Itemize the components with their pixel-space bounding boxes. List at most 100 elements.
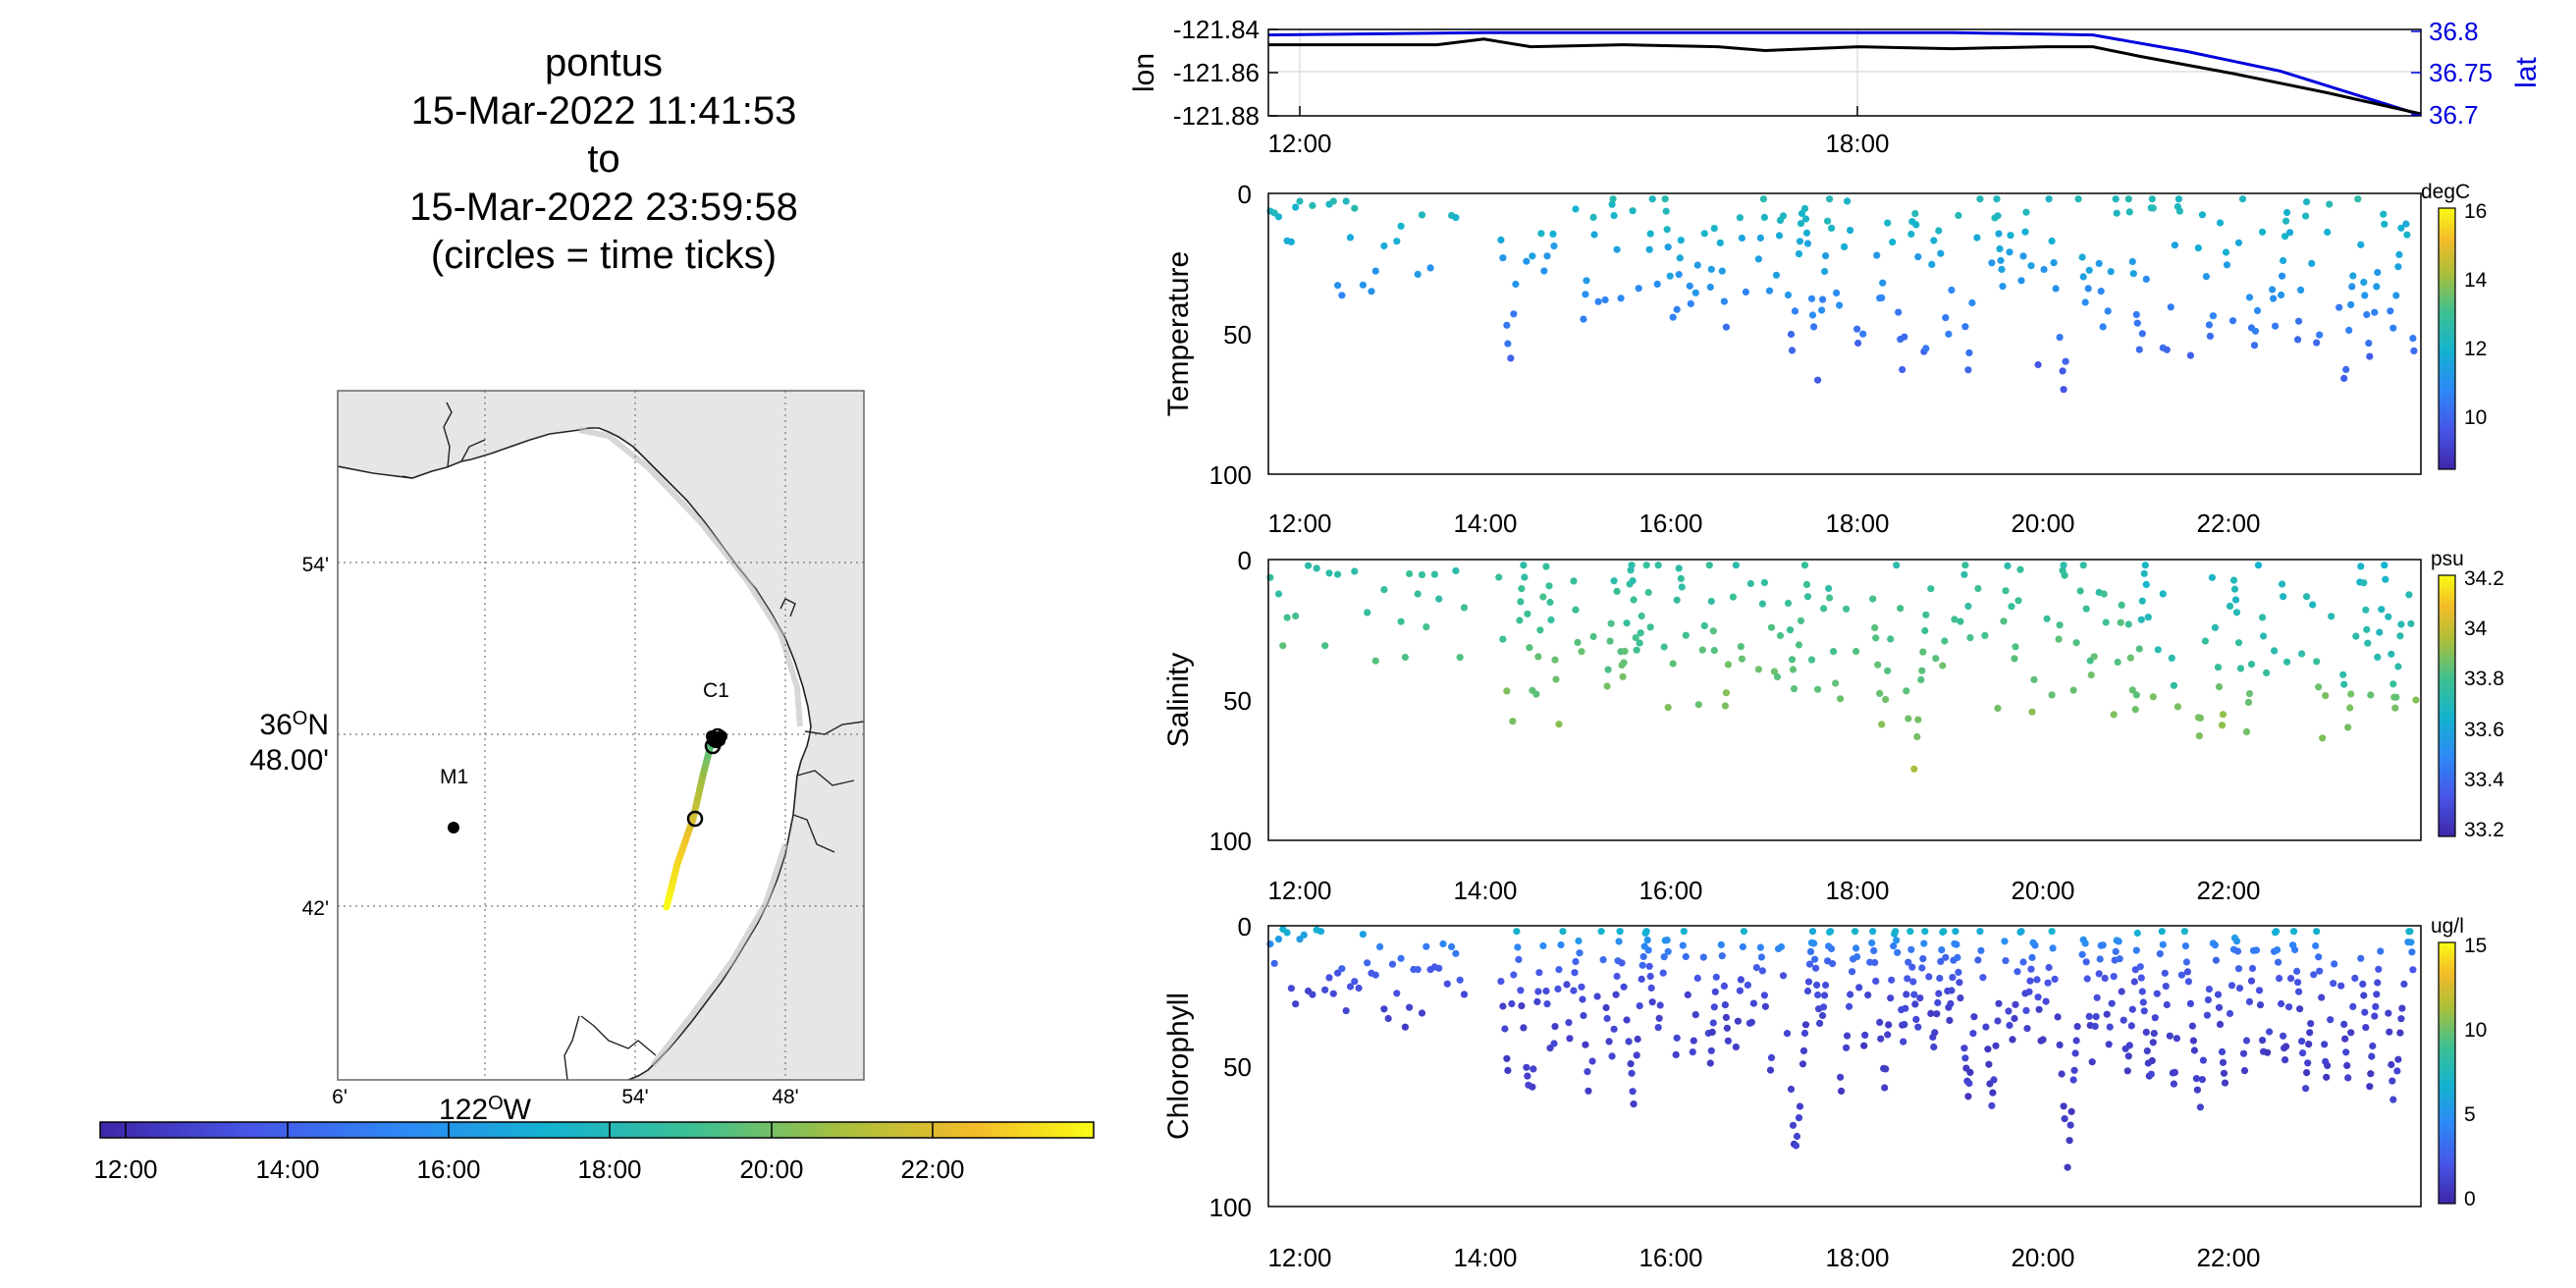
salinity-data-point bbox=[2259, 614, 2267, 621]
chlorophyll-data-point bbox=[1969, 1030, 1977, 1038]
chlorophyll-data-point bbox=[2318, 993, 2326, 1001]
salinity-data-point bbox=[2004, 562, 2012, 570]
chlorophyll-data-point bbox=[1798, 1060, 1807, 1068]
salinity-data-point bbox=[1499, 635, 1507, 643]
salinity-data-point bbox=[2279, 580, 2286, 588]
chlorophyll-data-point bbox=[2287, 975, 2295, 983]
temperature-data-point bbox=[2186, 351, 2194, 359]
chlorophyll-data-point bbox=[1615, 938, 1623, 945]
temperature-data-point bbox=[1540, 267, 1548, 275]
temperature-data-point bbox=[2079, 273, 2087, 281]
chlorophyll-data-point bbox=[2278, 999, 2285, 1008]
chlorophyll-data-point bbox=[1448, 942, 1456, 951]
temperature-ytick-100: 100 bbox=[1209, 460, 1252, 490]
temperature-data-point bbox=[1426, 264, 1434, 272]
temperature-data-point bbox=[2124, 195, 2132, 203]
temperature-data-point bbox=[2021, 228, 2029, 236]
salinity-data-point bbox=[1767, 623, 1776, 631]
temperature-data-point bbox=[1329, 197, 1337, 205]
salinity-data-point bbox=[2174, 703, 2181, 711]
temperature-data-point bbox=[2006, 248, 2013, 256]
chlorophyll-data-point bbox=[2042, 997, 2050, 1005]
chlorophyll-data-point bbox=[1914, 1023, 1922, 1031]
salinity-data-point bbox=[1524, 610, 1531, 617]
salinity-data-point bbox=[2048, 691, 2056, 699]
temperature-data-point bbox=[1914, 253, 1922, 261]
temperature-data-point bbox=[1397, 222, 1405, 230]
chlorophyll-data-point bbox=[2264, 1048, 2272, 1056]
chlorophyll-data-point bbox=[1711, 988, 1719, 995]
temperature-data-point bbox=[2272, 322, 2280, 330]
coastline-shelf bbox=[578, 427, 803, 1067]
temperature-data-point bbox=[1594, 297, 1602, 305]
colorbar-tick-14: 14:00 bbox=[255, 1154, 319, 1184]
temperature-data-point bbox=[1371, 267, 1379, 275]
chlorophyll-data-point bbox=[2108, 999, 2116, 1007]
chlorophyll-data-point bbox=[2252, 946, 2261, 954]
temperature-data-point bbox=[1765, 287, 1774, 295]
chlorophyll-data-point bbox=[1814, 991, 1822, 999]
salinity-data-point bbox=[2061, 571, 2068, 579]
chlorophyll-data-point bbox=[1663, 937, 1671, 944]
temperature-data-point bbox=[1988, 259, 1996, 267]
chlorophyll-data-point bbox=[2242, 1037, 2251, 1045]
chlorophyll-cb-tick-0: 0 bbox=[2464, 1188, 2476, 1210]
salinity-data-point bbox=[1922, 611, 1930, 618]
salinity-data-point bbox=[1279, 642, 1287, 650]
chlorophyll-data-point bbox=[1884, 1031, 1892, 1039]
chlorophyll-data-point bbox=[1977, 946, 1985, 954]
temperature-data-point bbox=[1819, 295, 1827, 303]
temperature-data-point bbox=[1693, 261, 1701, 269]
salinity-data-point bbox=[1710, 646, 1718, 655]
chlorophyll-data-point bbox=[1270, 959, 1278, 968]
temperature-data-point bbox=[2340, 374, 2348, 382]
salinity-data-point bbox=[2060, 562, 2067, 569]
temperature-data-point bbox=[1617, 295, 1625, 302]
lon-axis-label: lon bbox=[1128, 53, 1160, 92]
salinity-data-point bbox=[2102, 618, 2110, 626]
chlorophyll-data-point bbox=[2368, 1052, 2376, 1060]
chlorophyll-data-point bbox=[1664, 947, 1672, 955]
chlorophyll-data-point bbox=[2232, 938, 2241, 945]
chlorophyll-data-point bbox=[1838, 1087, 1846, 1095]
chlorophyll-data-point bbox=[1563, 981, 1571, 989]
salinity-data-point bbox=[1722, 689, 1730, 697]
chlorophyll-data-point bbox=[2066, 1121, 2074, 1129]
lat-axis-label: lat bbox=[2510, 56, 2543, 87]
salinity-data-point bbox=[2168, 654, 2175, 663]
temperature-data-point bbox=[2099, 323, 2107, 331]
lat-tick-48min: 48.00' bbox=[249, 744, 329, 777]
temperature-data-point bbox=[1346, 234, 1355, 242]
chlorophyll-data-point bbox=[1565, 1019, 1573, 1027]
chlorophyll-data-point bbox=[1575, 937, 1583, 945]
chlorophyll-data-point bbox=[1599, 956, 1607, 964]
temperature-data-point bbox=[2198, 211, 2206, 219]
chlorophyll-data-point bbox=[2359, 980, 2367, 989]
chlorophyll-data-point bbox=[2091, 1022, 2099, 1030]
chlorophyll-data-point bbox=[2371, 1012, 2379, 1020]
chlorophyll-data-point bbox=[2026, 977, 2034, 985]
temperature-data-point bbox=[2245, 294, 2254, 301]
temperature-data-point bbox=[2148, 195, 2156, 203]
chlorophyll-data-point bbox=[1554, 985, 1562, 993]
station-m1-label: M1 bbox=[440, 766, 468, 788]
chlorophyll-data-point bbox=[1508, 999, 1516, 1008]
chlorophyll-data-point bbox=[2002, 957, 2010, 965]
chlorophyll-data-point bbox=[2072, 1037, 2080, 1045]
salinity-data-point bbox=[1705, 562, 1713, 569]
chlorophyll-data-point bbox=[2323, 1073, 2331, 1081]
lat-tick-42: 42' bbox=[302, 897, 329, 920]
chlorophyll-data-point bbox=[2234, 965, 2243, 973]
chlorophyll-data-point bbox=[1566, 1035, 1574, 1043]
salinity-data-point bbox=[1789, 666, 1798, 673]
chlorophyll-data-point bbox=[1529, 1083, 1536, 1091]
salinity-data-point bbox=[1876, 689, 1884, 698]
chlorophyll-data-point bbox=[2293, 967, 2301, 976]
chlorophyll-data-point bbox=[1949, 974, 1957, 982]
temperature-cb-tick-10: 10 bbox=[2464, 406, 2487, 429]
chlorophyll-data-point bbox=[1572, 957, 1580, 966]
chlorophyll-data-point bbox=[2023, 1025, 2031, 1033]
chlorophyll-data-point bbox=[1597, 928, 1605, 936]
chlorophyll-data-point bbox=[1927, 1009, 1935, 1017]
temperature-data-point bbox=[1716, 239, 1724, 246]
